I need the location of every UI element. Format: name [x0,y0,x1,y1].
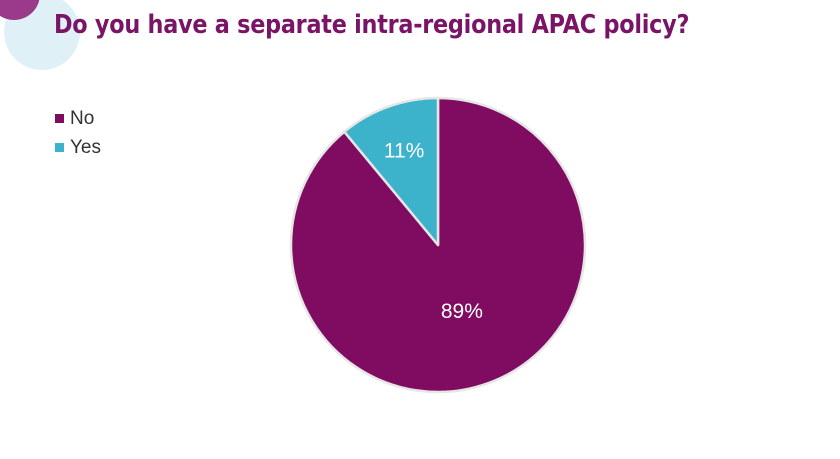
magenta-circle [0,0,40,20]
page-title: Do you have a separate intra-regional AP… [54,10,690,40]
data-label-yes: 11% [384,139,424,162]
data-label-no: 89% [441,300,483,323]
legend-swatch-no [55,114,64,123]
chart-legend: No Yes [55,104,101,162]
legend-item-yes: Yes [55,133,101,162]
legend-swatch-yes [55,143,64,152]
pie-slice-yes [343,96,440,247]
legend-item-no: No [55,104,101,133]
legend-label-no: No [70,107,95,129]
legend-label-yes: Yes [70,136,101,158]
decorative-circles [0,0,80,70]
